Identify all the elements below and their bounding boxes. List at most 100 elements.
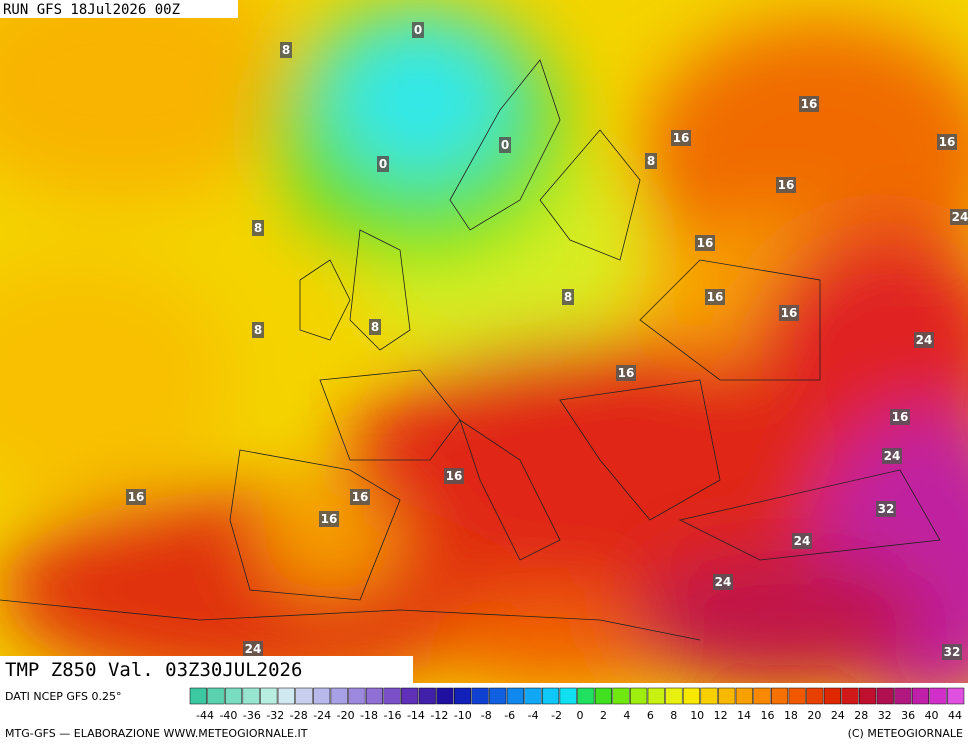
scale-swatch [894, 687, 912, 705]
scale-swatch [489, 687, 507, 705]
contour-box [412, 22, 424, 38]
scale-swatch [788, 687, 806, 705]
contour-label: 16 [128, 490, 145, 504]
contour-label: 16 [781, 306, 798, 320]
contour-label: 24 [715, 575, 732, 589]
contour-label: 24 [952, 210, 968, 224]
contour-label: 16 [673, 131, 690, 145]
contour-label: 32 [944, 645, 961, 659]
scale-swatch [401, 687, 419, 705]
contour-box [882, 448, 902, 464]
contour-box [369, 319, 381, 335]
contour-box [799, 96, 819, 112]
scale-label: -18 [360, 709, 378, 722]
contour-label: 24 [884, 449, 901, 463]
scale-label: -4 [528, 709, 539, 722]
contour-box [499, 137, 511, 153]
contour-label: 0 [414, 23, 422, 37]
scale-swatch [260, 687, 278, 705]
contour-box [350, 489, 370, 505]
contour-box [562, 289, 574, 305]
temperature-field [0, 0, 968, 683]
contour-label: 16 [939, 135, 956, 149]
scale-label: -40 [219, 709, 237, 722]
scale-label: 36 [901, 709, 915, 722]
scale-swatch [594, 687, 612, 705]
scale-label: 0 [577, 709, 584, 722]
contour-label: 16 [801, 97, 818, 111]
scale-swatch [700, 687, 718, 705]
contour-box [444, 468, 464, 484]
contour-box [252, 322, 264, 338]
contour-label: 8 [371, 320, 379, 334]
contour-label: 16 [707, 290, 724, 304]
contour-label: 16 [446, 469, 463, 483]
scale-label: 32 [878, 709, 892, 722]
scale-swatch [577, 687, 595, 705]
scale-label: -44 [196, 709, 214, 722]
scale-label: -36 [243, 709, 261, 722]
contour-box [950, 209, 968, 225]
scale-label: 18 [784, 709, 798, 722]
scale-swatch [876, 687, 894, 705]
contour-box [779, 305, 799, 321]
contour-label: 16 [697, 236, 714, 250]
contour-box [942, 644, 962, 660]
scale-label: 12 [714, 709, 728, 722]
contour-label: 8 [564, 290, 572, 304]
scale-swatch [735, 687, 753, 705]
contour-label: 32 [878, 502, 895, 516]
contour-label: 8 [282, 43, 290, 57]
scale-label: 6 [647, 709, 654, 722]
contour-box [713, 574, 733, 590]
scale-label: 20 [807, 709, 821, 722]
scale-swatch [242, 687, 260, 705]
scale-label: -10 [454, 709, 472, 722]
source: DATI NCEP GFS 0.25° [5, 690, 122, 703]
scale-swatch [542, 687, 560, 705]
contour-box [695, 235, 715, 251]
run-box [0, 0, 238, 18]
contour-box [280, 42, 292, 58]
contour-label: 16 [352, 490, 369, 504]
scale-swatch [771, 687, 789, 705]
scale-swatch [630, 687, 648, 705]
scale-label: 16 [761, 709, 775, 722]
scale-label: 4 [623, 709, 630, 722]
scale-label: -14 [407, 709, 425, 722]
scale-label: 8 [670, 709, 677, 722]
scale-label: -12 [430, 709, 448, 722]
contour-box [792, 533, 812, 549]
contour-label: 16 [778, 178, 795, 192]
scale-label: -32 [266, 709, 284, 722]
contour-label: 16 [892, 410, 909, 424]
map-title: TMP Z850 Val. 03Z30JUL2026 [5, 659, 302, 681]
scale-label: 40 [925, 709, 939, 722]
contour-label: 0 [379, 157, 387, 171]
scale-label: 44 [948, 709, 962, 722]
scale-swatch [753, 687, 771, 705]
scale-label: -28 [290, 709, 308, 722]
scale-label: 14 [737, 709, 751, 722]
scale-label: -8 [481, 709, 492, 722]
scale-swatch [277, 687, 295, 705]
scale-swatch [313, 687, 331, 705]
contour-label: 8 [254, 221, 262, 235]
scale-swatch [189, 687, 207, 705]
scale-swatch [295, 687, 313, 705]
scale-swatch [436, 687, 454, 705]
scale-label: 10 [690, 709, 704, 722]
scale-swatch [383, 687, 401, 705]
contour-label: 24 [245, 642, 262, 656]
contour-label: 16 [618, 366, 635, 380]
scale-swatch [665, 687, 683, 705]
coastlines [0, 59, 941, 641]
contour-box [126, 489, 146, 505]
scale-label: -20 [337, 709, 355, 722]
scale-swatch [718, 687, 736, 705]
scale-label: 28 [854, 709, 868, 722]
copyright: (C) METEOGIORNALE [848, 727, 963, 740]
title-box [0, 656, 413, 683]
scale-label: -24 [313, 709, 331, 722]
